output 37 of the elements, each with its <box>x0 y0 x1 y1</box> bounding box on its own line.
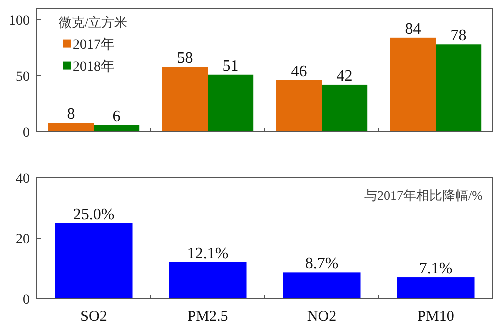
data-label: 42 <box>336 68 353 85</box>
bar <box>169 262 247 299</box>
x-tick-label: SO2 <box>80 309 108 325</box>
data-label: 46 <box>291 63 308 80</box>
y-tick-label: 50 <box>16 70 30 85</box>
y-tick-label: 0 <box>23 293 30 308</box>
data-label: 25.0% <box>73 206 115 224</box>
y-tick-label: 40 <box>16 172 30 187</box>
data-label: 8 <box>67 106 76 124</box>
bar <box>162 67 208 132</box>
data-label: 12.1% <box>187 245 229 262</box>
data-label: 6 <box>112 108 121 126</box>
x-tick-label: NO2 <box>307 309 337 325</box>
bar <box>283 272 361 299</box>
annotation: 与2017年相比降幅/% <box>364 188 484 203</box>
y-tick-label: 20 <box>16 232 30 248</box>
bar <box>397 278 475 299</box>
bar <box>322 84 368 132</box>
legend-label: 2017年 <box>73 36 115 53</box>
bar <box>208 74 254 132</box>
data-label: 78 <box>450 28 467 45</box>
y-tick-label: 100 <box>9 14 30 29</box>
data-label: 8.7% <box>305 256 339 273</box>
y-tick-label: 0 <box>23 126 30 141</box>
bar <box>390 38 436 132</box>
bar <box>48 123 94 132</box>
data-label: 84 <box>405 20 422 38</box>
legend-title: 微克/立方米 <box>59 14 128 30</box>
data-label: 7.1% <box>419 260 453 278</box>
bar <box>55 223 133 299</box>
data-label: 58 <box>177 50 194 68</box>
legend-label: 2018年 <box>73 58 115 75</box>
x-tick-label: PM10 <box>418 309 454 325</box>
bar <box>436 44 482 132</box>
bar <box>276 80 322 132</box>
data-label: 51 <box>222 58 239 75</box>
x-tick-label: PM2.5 <box>188 309 228 325</box>
